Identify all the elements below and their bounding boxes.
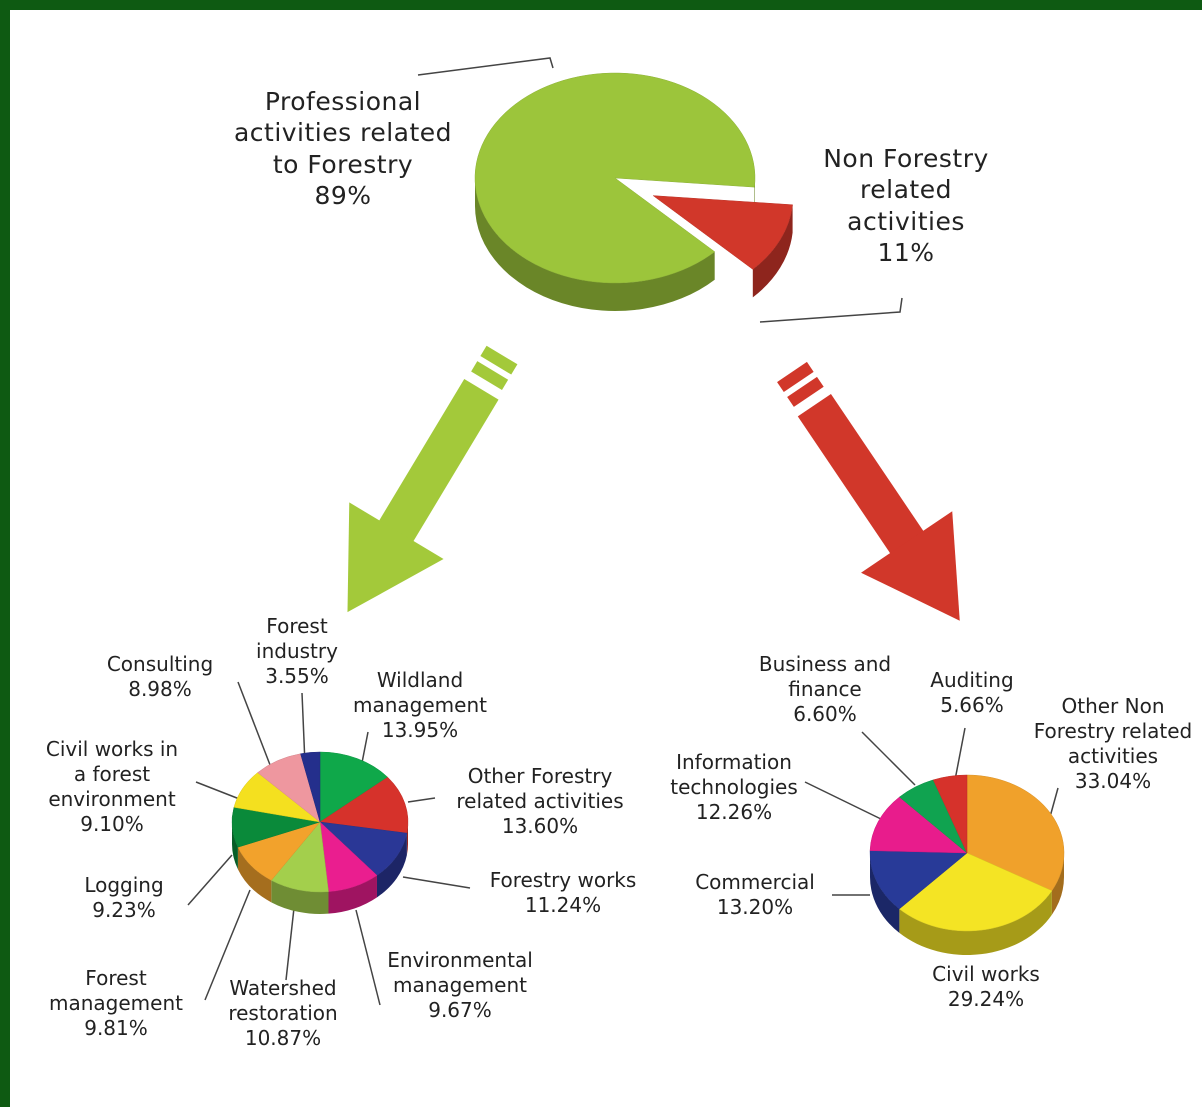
slice-label: Wildland management 13.95%: [345, 668, 495, 743]
value-label: 13.95%: [381, 718, 459, 742]
value-label: 29.24%: [947, 987, 1025, 1011]
slice-label: Forest management 9.81%: [41, 966, 191, 1041]
value-label: 8.98%: [128, 677, 192, 701]
pie-slice: [300, 751, 321, 823]
pie-side: [237, 847, 272, 903]
frame: Professional activities related to Fores…: [10, 10, 1202, 1107]
value-label: 5.66%: [940, 693, 1004, 717]
slice-label: Environmental management 9.67%: [375, 948, 545, 1023]
slice-label: Civil works in a forest environment 9.10%: [42, 737, 182, 837]
pie-slice: [869, 796, 968, 854]
pie-slice: [474, 72, 756, 284]
category: Other Non Forestry related activities: [1033, 694, 1193, 768]
pie-side: [899, 890, 1052, 955]
category: Forestry works: [489, 868, 637, 892]
slice-label: Forest industry 3.55%: [247, 614, 347, 689]
value-label: 11.24%: [524, 893, 602, 917]
pie-slice: [932, 774, 968, 854]
value-label: 6.60%: [793, 702, 857, 726]
category: Logging: [84, 873, 164, 897]
category: Non Forestry related activities: [823, 144, 989, 236]
category: Information technologies: [670, 750, 798, 799]
value-label: 11%: [877, 237, 935, 267]
value-label: 10.87%: [244, 1026, 322, 1050]
pie-side: [870, 853, 900, 933]
pie-slice: [652, 195, 793, 270]
pie-side: [328, 875, 377, 914]
value-label: 9.67%: [428, 998, 492, 1022]
value-label: 9.23%: [92, 898, 156, 922]
slice-label: Logging 9.23%: [64, 873, 184, 923]
slice-label: Professional activities related to Fores…: [228, 86, 458, 211]
green-arrow: [347, 345, 518, 613]
category: Watershed restoration: [228, 976, 338, 1025]
pie-side: [376, 833, 407, 898]
pie-slice: [966, 774, 1065, 892]
category: Wildland management: [353, 668, 487, 717]
slice-label: Other Forestry related activities 13.60%: [445, 764, 635, 839]
category: Environmental management: [387, 948, 533, 997]
pie-side: [406, 822, 408, 856]
pie-side: [475, 178, 715, 312]
pie-slice: [869, 850, 968, 910]
chart: [187, 57, 1065, 1006]
category: Business and finance: [758, 652, 892, 701]
category: Auditing: [930, 668, 1014, 692]
pie-side: [271, 880, 329, 914]
slice-label: Commercial 13.20%: [680, 870, 830, 920]
value-label: 9.81%: [84, 1016, 148, 1040]
category: Other Forestry related activities: [456, 764, 624, 813]
slice-label: Business and finance 6.60%: [745, 652, 905, 727]
slice-label: Civil works 29.24%: [916, 962, 1056, 1012]
value-label: 89%: [314, 180, 372, 210]
slice-label: Watershed restoration 10.87%: [213, 976, 353, 1051]
slice-label: Consulting 8.98%: [100, 652, 220, 702]
value-label: 9.10%: [80, 812, 144, 836]
category: Forest industry: [256, 614, 338, 663]
slice-label: Auditing 5.66%: [922, 668, 1022, 718]
value-label: 13.60%: [501, 814, 579, 838]
pie-side: [752, 204, 793, 298]
value-label: 12.26%: [695, 800, 773, 824]
value-label: 33.04%: [1074, 769, 1152, 793]
category: Civil works: [932, 962, 1040, 986]
category: Consulting: [106, 652, 214, 676]
slice-label: Forestry works 11.24%: [473, 868, 653, 918]
value-label: 3.55%: [265, 664, 329, 688]
slice-label: Other Non Forestry related activities 33.…: [1023, 694, 1202, 794]
slice-label: Information technologies 12.26%: [659, 750, 809, 825]
pie-side: [232, 822, 238, 870]
category: Civil works in a forest environment: [45, 737, 179, 811]
value-label: 13.20%: [716, 895, 794, 919]
pie-slice: [319, 776, 409, 834]
category: Commercial: [695, 870, 815, 894]
pie-side: [1051, 853, 1064, 915]
slice-label: Non Forestry related activities 11%: [816, 143, 996, 268]
leader-lines: [187, 57, 1059, 1006]
pie-slice: [319, 751, 389, 823]
category: Forest management: [49, 966, 183, 1015]
category: Professional activities related to Fores…: [233, 87, 453, 179]
red-arrow: [777, 361, 960, 621]
pie-slice: [898, 852, 1053, 932]
